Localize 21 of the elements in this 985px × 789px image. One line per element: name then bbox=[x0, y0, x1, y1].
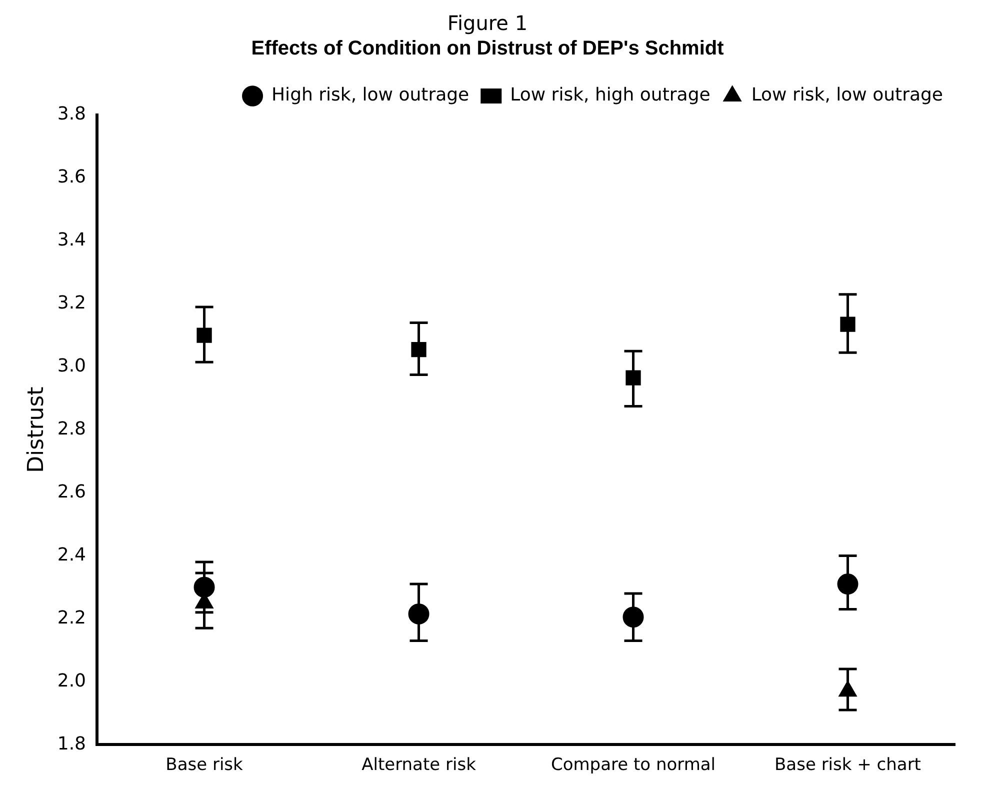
y-tick-label: 2.2 bbox=[57, 607, 86, 628]
x-tick-label: Alternate risk bbox=[362, 755, 476, 776]
y-tick-label: 1.8 bbox=[57, 733, 86, 754]
x-tick-label: Compare to normal bbox=[550, 755, 716, 776]
x-tick-label: Base risk bbox=[166, 755, 244, 776]
x-tick-label: Base risk + chart bbox=[774, 755, 922, 776]
y-tick-label: 2.0 bbox=[57, 670, 86, 692]
y-tick-label: 3.4 bbox=[57, 230, 86, 251]
chart-subtitle: Effects of Condition on Distrust of DEP's Schmidt bbox=[251, 38, 724, 60]
y-tick-label: 3.2 bbox=[57, 292, 86, 314]
legend-label: Low risk, low outrage bbox=[751, 84, 944, 106]
y-tick-label: 3.0 bbox=[57, 356, 86, 377]
y-tick-label: 2.4 bbox=[57, 544, 86, 566]
y-tick-label: 3.8 bbox=[57, 104, 86, 125]
y-tick-label: 2.8 bbox=[57, 418, 86, 440]
legend-label: High risk, low outrage bbox=[272, 84, 470, 106]
y-tick-label: 3.6 bbox=[57, 166, 86, 188]
y-axis-title: Distrust bbox=[24, 386, 49, 473]
legend-label: Low risk, high outrage bbox=[510, 84, 710, 106]
chart-title: Figure 1 bbox=[447, 11, 528, 36]
y-tick-label: 2.6 bbox=[57, 481, 86, 502]
